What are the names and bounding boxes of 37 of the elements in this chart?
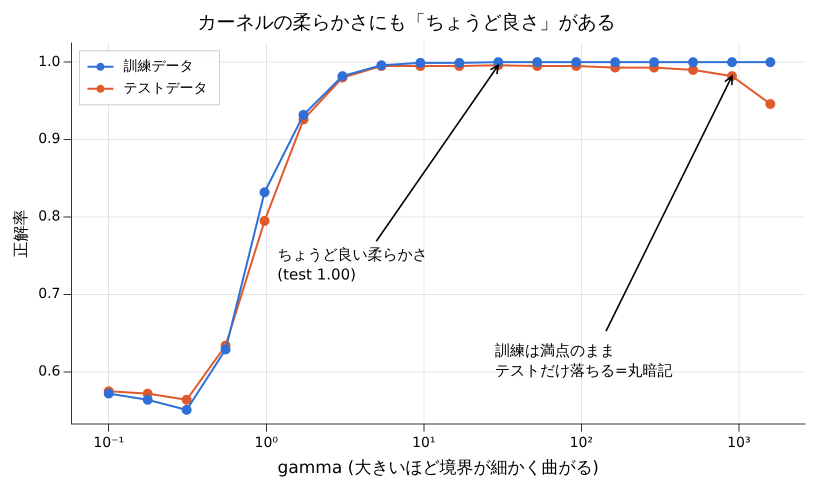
- point: [727, 57, 738, 68]
- point: [142, 394, 153, 405]
- legend-label: 訓練データ: [123, 58, 194, 74]
- point: [182, 394, 192, 405]
- y-tick-label: 0.8: [38, 208, 60, 225]
- point: [765, 98, 776, 109]
- point: [260, 187, 270, 198]
- x-tick-label: 10⁰: [254, 434, 278, 451]
- x-tick-label: 10⁻¹: [93, 434, 124, 451]
- point: [765, 57, 776, 68]
- y-tick-label: 1.0: [38, 54, 60, 70]
- point: [260, 216, 270, 226]
- point: [571, 57, 582, 68]
- legend-label: テストデータ: [123, 80, 208, 96]
- x-tick-label: 10³: [727, 434, 751, 451]
- y-tick-label: 0.7: [38, 286, 60, 302]
- point: [454, 58, 464, 68]
- point: [415, 58, 426, 68]
- point: [493, 57, 504, 68]
- point: [104, 388, 114, 399]
- chart-title: カーネルの柔らかさにも「ちょうど良さ」がある: [198, 11, 616, 34]
- y-tick-label: 0.6: [38, 364, 61, 380]
- point: [182, 404, 192, 415]
- y-tick-label: 0.9: [38, 131, 60, 148]
- annotation: ちょうど良い柔らかさ (test 1.00): [277, 246, 428, 284]
- point: [649, 57, 660, 68]
- annotation: 訓練は満点のままテストだけ落ちる=丸暗記: [495, 341, 673, 380]
- point: [220, 344, 231, 354]
- point: [532, 57, 542, 68]
- x-tick-label: 10²: [570, 434, 594, 451]
- y-axis-title: 正解率: [10, 209, 30, 258]
- point: [688, 64, 698, 75]
- point: [610, 57, 620, 68]
- point: [298, 110, 309, 120]
- point: [688, 57, 698, 68]
- x-axis-title: gamma (大きいほど境界が細かく曲がる): [278, 458, 599, 478]
- x-tick-label: 10¹: [412, 434, 436, 451]
